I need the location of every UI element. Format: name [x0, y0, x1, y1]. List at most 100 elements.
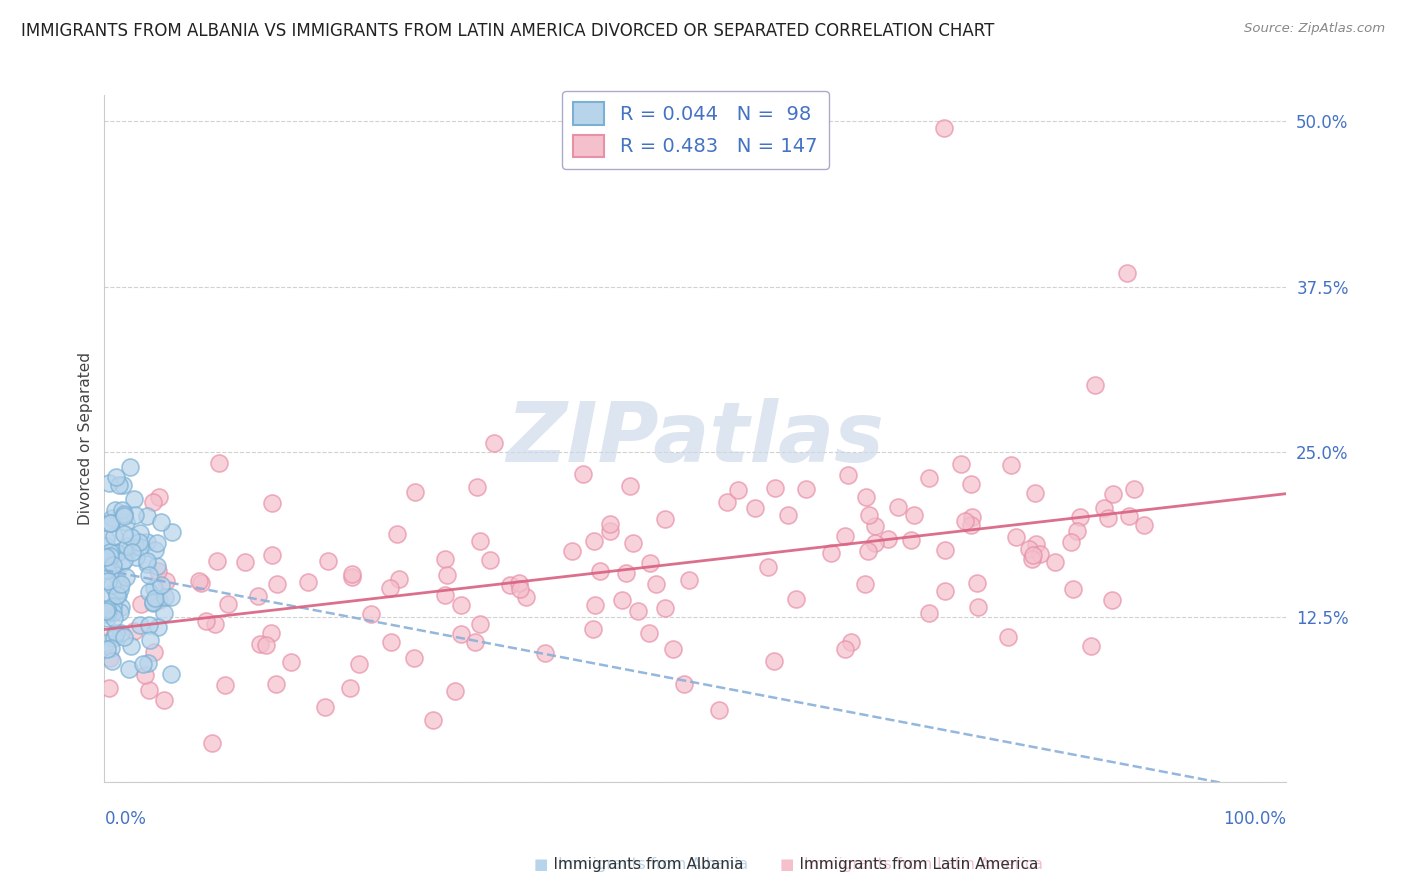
- Point: [103, 558, 125, 572]
- Text: 100.0%: 100.0%: [1223, 810, 1286, 828]
- Point: [112, 507, 135, 521]
- Point: [794, 482, 817, 496]
- Point: [96, 642, 118, 657]
- Point: [118, 662, 141, 676]
- Point: [112, 631, 135, 645]
- Point: [98, 549, 121, 563]
- Point: [159, 590, 181, 604]
- Point: [654, 512, 676, 526]
- Point: [98, 587, 121, 601]
- Point: [534, 646, 557, 660]
- Point: [105, 588, 128, 602]
- Point: [129, 618, 152, 632]
- Point: [1080, 640, 1102, 654]
- Point: [1097, 511, 1119, 525]
- Point: [217, 598, 239, 612]
- Point: [110, 625, 132, 640]
- Point: [450, 599, 472, 613]
- Point: [404, 485, 426, 500]
- Text: ZIPatlas: ZIPatlas: [506, 398, 884, 479]
- Point: [204, 617, 226, 632]
- Point: [125, 549, 148, 564]
- Point: [138, 682, 160, 697]
- Point: [112, 527, 135, 541]
- Point: [626, 604, 648, 618]
- Point: [380, 635, 402, 649]
- Point: [101, 549, 124, 563]
- Point: [610, 593, 633, 607]
- Text: IMMIGRANTS FROM ALBANIA VS IMMIGRANTS FROM LATIN AMERICA DIVORCED OR SEPARATED C: IMMIGRANTS FROM ALBANIA VS IMMIGRANTS FR…: [21, 22, 994, 40]
- Point: [340, 570, 363, 584]
- Point: [1022, 548, 1045, 562]
- Point: [436, 568, 458, 582]
- Point: [645, 576, 668, 591]
- Point: [316, 554, 339, 568]
- Point: [934, 543, 956, 558]
- Point: [138, 568, 160, 582]
- Point: [205, 554, 228, 568]
- Point: [108, 578, 131, 592]
- Point: [716, 495, 738, 509]
- Point: [280, 655, 302, 669]
- Point: [903, 508, 925, 522]
- Point: [349, 657, 371, 671]
- Legend: R = 0.044   N =  98, R = 0.483   N = 147: R = 0.044 N = 98, R = 0.483 N = 147: [561, 91, 830, 169]
- Point: [160, 524, 183, 539]
- Point: [108, 582, 131, 596]
- Point: [111, 556, 134, 570]
- Point: [129, 597, 152, 611]
- Point: [918, 471, 941, 485]
- Point: [131, 657, 153, 671]
- Point: [128, 540, 150, 554]
- Point: [763, 654, 786, 668]
- Point: [117, 544, 139, 558]
- Point: [997, 630, 1019, 644]
- Point: [1133, 517, 1156, 532]
- Point: [146, 620, 169, 634]
- Point: [101, 605, 124, 619]
- Point: [145, 559, 167, 574]
- Point: [599, 517, 621, 532]
- Point: [101, 654, 124, 668]
- Point: [863, 518, 886, 533]
- Point: [450, 626, 472, 640]
- Point: [837, 468, 859, 483]
- Point: [136, 535, 159, 549]
- Point: [188, 574, 211, 588]
- Point: [756, 560, 779, 574]
- Text: 0.0%: 0.0%: [104, 810, 146, 828]
- Point: [136, 558, 159, 572]
- Point: [101, 563, 124, 577]
- Point: [128, 534, 150, 549]
- Point: [465, 480, 488, 494]
- Point: [949, 457, 972, 471]
- Point: [340, 566, 363, 581]
- Point: [619, 479, 641, 493]
- Point: [1084, 378, 1107, 392]
- Point: [105, 545, 128, 559]
- Point: [104, 470, 127, 484]
- Y-axis label: Divorced or Separated: Divorced or Separated: [79, 352, 93, 525]
- Point: [94, 604, 117, 618]
- Point: [820, 546, 842, 560]
- Point: [195, 614, 218, 628]
- Point: [246, 589, 269, 603]
- Point: [839, 634, 862, 648]
- Point: [201, 736, 224, 750]
- Point: [104, 626, 127, 640]
- Point: [479, 553, 502, 567]
- Point: [1059, 534, 1081, 549]
- Point: [120, 639, 142, 653]
- Point: [834, 529, 856, 543]
- Point: [297, 575, 319, 590]
- Point: [744, 501, 766, 516]
- Point: [103, 631, 125, 645]
- Point: [145, 592, 167, 607]
- Point: [404, 650, 426, 665]
- Point: [583, 599, 606, 613]
- Point: [111, 502, 134, 516]
- Point: [1000, 458, 1022, 472]
- Point: [97, 681, 120, 696]
- Point: [104, 583, 127, 598]
- Point: [1062, 582, 1084, 596]
